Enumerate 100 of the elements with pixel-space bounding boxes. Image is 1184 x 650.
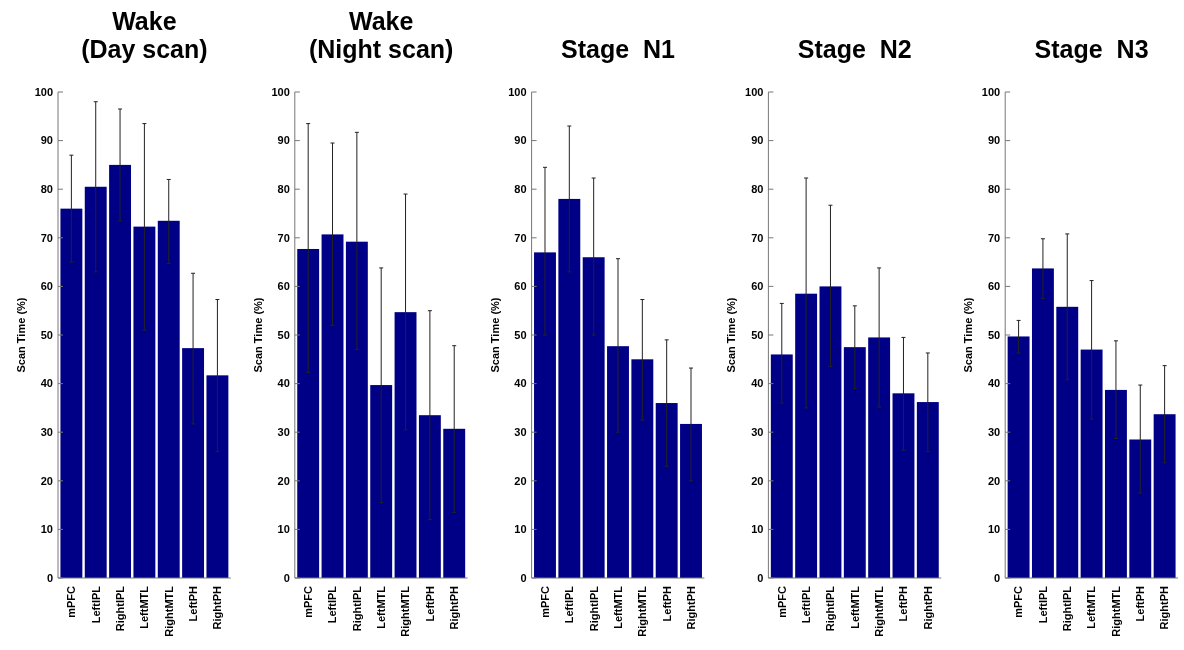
y-tick-label: 50 xyxy=(514,328,527,341)
bar xyxy=(795,293,818,578)
y-tick-label: 70 xyxy=(751,231,764,244)
y-tick-label: 100 xyxy=(508,85,527,98)
bar xyxy=(206,375,229,578)
bar xyxy=(345,241,368,578)
y-tick-label: 0 xyxy=(757,571,764,584)
bar xyxy=(182,348,205,578)
chart-title: Stage N2 xyxy=(797,35,912,63)
y-axis-title: Scan Time (%) xyxy=(251,297,264,373)
y-tick-label: 90 xyxy=(751,134,764,147)
y-tick-label: 80 xyxy=(40,183,53,196)
y-tick-label: 60 xyxy=(277,280,290,293)
y-tick-label: 40 xyxy=(514,377,527,390)
bar xyxy=(680,423,702,578)
bar xyxy=(1031,268,1054,578)
bar xyxy=(394,312,417,578)
bar xyxy=(443,428,466,578)
bar xyxy=(655,403,678,578)
y-tick-label: 100 xyxy=(981,85,1001,98)
x-tick-label: RightMTL xyxy=(636,585,649,637)
y-tick-label: 10 xyxy=(987,523,1001,536)
x-tick-label: LeftIPL xyxy=(1036,585,1049,624)
x-tick-label: RightIPL xyxy=(1061,585,1074,632)
bar xyxy=(133,226,156,578)
bar xyxy=(157,220,180,578)
x-tick-label: RightPH xyxy=(1158,585,1171,630)
y-tick-label: 30 xyxy=(987,426,1001,439)
x-tick-label: LeftMTL xyxy=(375,585,388,629)
x-tick-label: LeftIPL xyxy=(89,585,102,624)
bar xyxy=(1104,389,1127,578)
x-tick-label: mPFC xyxy=(302,585,315,618)
x-tick-label: mPFC xyxy=(775,585,788,618)
bar xyxy=(1007,336,1030,578)
bar xyxy=(582,257,605,578)
y-tick-label: 70 xyxy=(40,231,53,244)
y-tick-label: 70 xyxy=(514,231,527,244)
x-tick-label: RightIPL xyxy=(587,585,600,632)
bar xyxy=(631,359,654,578)
chart-title: Stage N1 xyxy=(561,35,676,63)
y-tick-label: 20 xyxy=(751,474,764,487)
x-tick-label: LeftMTL xyxy=(1085,585,1098,629)
bar xyxy=(1153,414,1176,578)
x-tick-label: RightPH xyxy=(921,585,934,630)
y-tick-label: 10 xyxy=(40,523,53,536)
x-tick-label: RightIPL xyxy=(350,585,363,632)
y-tick-label: 80 xyxy=(987,183,1001,196)
chart-title: Wake (Day scan) xyxy=(81,7,208,63)
y-tick-label: 30 xyxy=(40,426,53,439)
bar xyxy=(607,346,629,578)
x-tick-label: LeftPH xyxy=(186,585,199,622)
x-tick-label: mPFC xyxy=(65,585,78,618)
y-axis-title: Scan Time (%) xyxy=(488,297,501,373)
x-tick-label: LeftIPL xyxy=(563,585,576,624)
y-tick-label: 50 xyxy=(277,328,290,341)
bar xyxy=(84,186,107,578)
y-tick-label: 80 xyxy=(751,183,764,196)
y-tick-label: 90 xyxy=(514,134,527,147)
y-tick-label: 20 xyxy=(40,474,53,487)
bar xyxy=(868,337,891,578)
y-tick-label: 30 xyxy=(514,426,527,439)
y-tick-label: 40 xyxy=(751,377,764,390)
bar xyxy=(370,385,393,578)
x-tick-label: RightPH xyxy=(211,585,224,630)
x-tick-label: RightIPL xyxy=(824,585,837,632)
y-axis-title: Scan Time (%) xyxy=(15,297,27,373)
y-tick-label: 0 xyxy=(994,571,1001,584)
bar xyxy=(1056,306,1079,578)
bar xyxy=(418,415,441,578)
y-tick-label: 60 xyxy=(40,280,53,293)
bar xyxy=(558,198,581,578)
y-tick-label: 50 xyxy=(987,328,1001,341)
y-tick-label: 90 xyxy=(987,134,1001,147)
bar xyxy=(770,354,793,578)
chart-title: Wake (Night scan) xyxy=(308,7,454,63)
y-tick-label: 10 xyxy=(751,523,764,536)
x-tick-label: LeftMTL xyxy=(848,585,861,629)
y-tick-label: 20 xyxy=(514,474,527,487)
y-tick-label: 90 xyxy=(40,134,53,147)
bar xyxy=(534,252,556,578)
x-tick-label: LeftMTL xyxy=(611,585,624,629)
y-tick-label: 0 xyxy=(46,571,53,584)
x-tick-label: RightMTL xyxy=(1109,585,1122,637)
y-tick-label: 80 xyxy=(277,183,290,196)
x-tick-label: LeftPH xyxy=(1134,585,1147,622)
y-tick-label: 60 xyxy=(514,280,527,293)
y-tick-label: 100 xyxy=(271,85,290,98)
y-tick-label: 10 xyxy=(514,523,527,536)
bar xyxy=(297,248,320,578)
x-tick-label: RightIPL xyxy=(113,585,126,632)
y-tick-label: 50 xyxy=(751,328,764,341)
y-tick-label: 30 xyxy=(751,426,764,439)
y-tick-label: 40 xyxy=(987,377,1001,390)
x-tick-label: mPFC xyxy=(538,585,551,618)
y-axis-title: Scan Time (%) xyxy=(962,297,975,373)
x-tick-label: LeftPH xyxy=(897,585,910,622)
bar xyxy=(1080,349,1103,578)
x-tick-label: mPFC xyxy=(1012,585,1025,618)
bar xyxy=(321,234,344,578)
y-tick-label: 100 xyxy=(745,85,764,98)
